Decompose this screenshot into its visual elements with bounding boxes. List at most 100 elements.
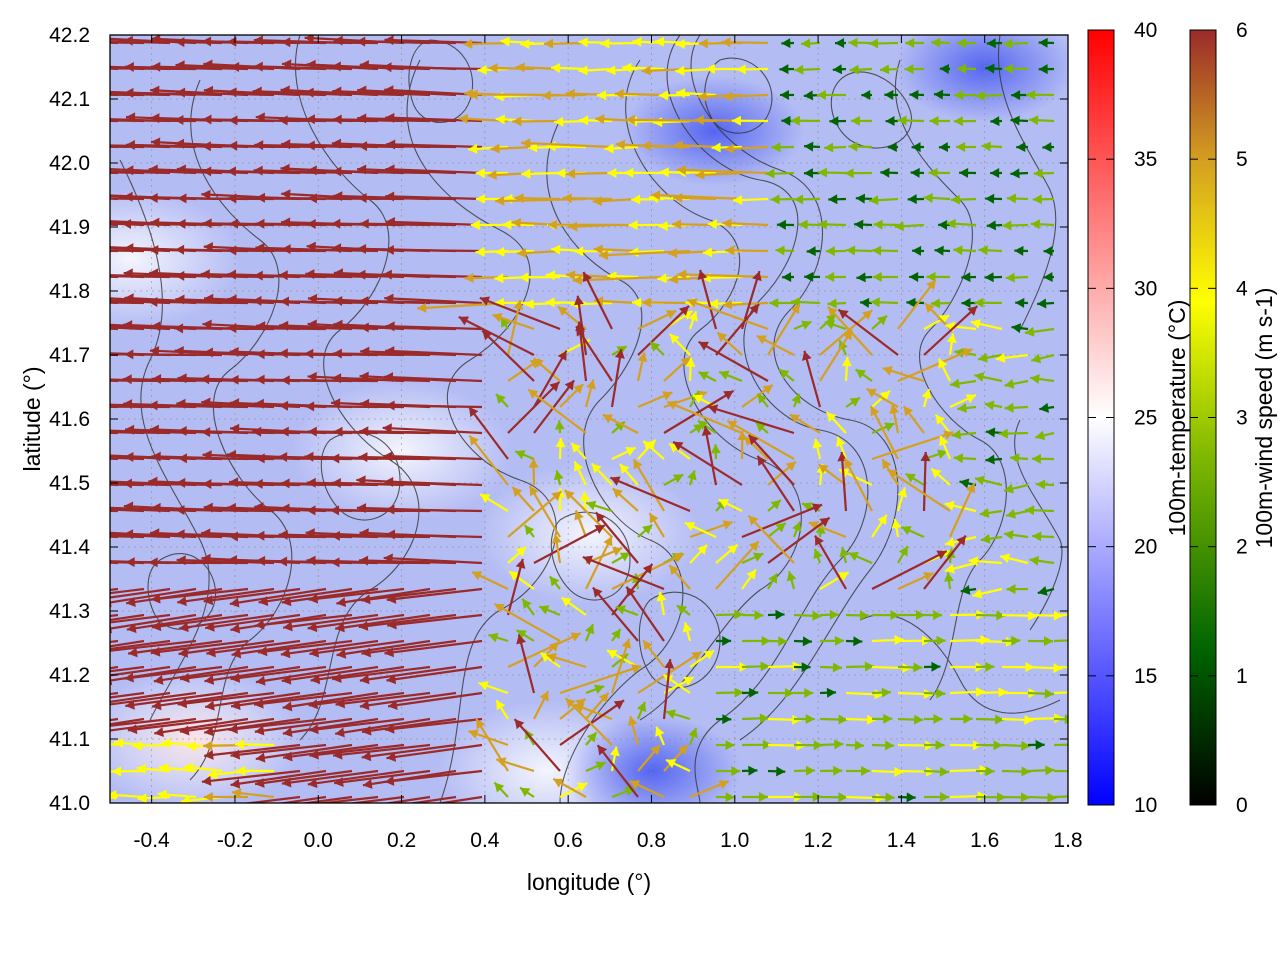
wind-vector (855, 368, 873, 382)
wind-vector (308, 691, 405, 710)
wind-vector (984, 272, 1003, 283)
wind-vector (715, 740, 735, 751)
wind-vector (204, 665, 301, 685)
wind-vector (882, 366, 925, 383)
x-tick-label: 1.8 (1053, 829, 1082, 852)
wind-vector (280, 375, 379, 386)
wind-vector (610, 348, 625, 408)
wind-vector (960, 585, 977, 595)
wind-vector (902, 405, 925, 434)
wind-vector (359, 426, 457, 437)
wind-vector (479, 296, 561, 331)
wind-vector (110, 327, 119, 331)
wind-vector (307, 613, 405, 633)
wind-vector (923, 740, 945, 751)
wind-vector (179, 717, 275, 736)
wind-vector (707, 404, 795, 435)
wind-vector (938, 142, 951, 153)
wind-vector (856, 272, 873, 283)
wind-vector (592, 586, 639, 642)
wind-vector (385, 191, 483, 202)
wind-vector (985, 193, 1003, 204)
wind-vector (585, 761, 607, 773)
wind-vector (990, 116, 1003, 127)
wind-vector (637, 744, 661, 772)
wind-vector (546, 652, 587, 669)
wind-vector (872, 272, 899, 283)
wind-vector (1003, 483, 1029, 494)
wind-vector (493, 781, 509, 798)
wind-vector (637, 523, 653, 538)
wind-vector (110, 717, 171, 727)
wind-vector (574, 246, 613, 257)
x-tick-label: 0.2 (387, 829, 416, 852)
wind-vector (604, 143, 639, 154)
y-axis-ticks: 41.0 41.1 41.2 41.3 41.4 41.5 41.6 41.7 41.8 41.9… (49, 24, 1068, 815)
wind-vector (923, 661, 941, 672)
wind-vector (177, 691, 275, 709)
wind-vector (869, 405, 899, 460)
wind-vector (550, 62, 587, 73)
wind-vector (385, 400, 483, 411)
wind-vector (1005, 272, 1029, 283)
wind-vector (975, 766, 995, 777)
wind-vector (382, 423, 483, 435)
colorbar-tick-label: 40 (1134, 19, 1157, 42)
wind-vector (721, 37, 769, 48)
wind-vector (848, 141, 873, 152)
wind-vector (923, 192, 951, 203)
wind-vector (1033, 168, 1055, 179)
wind-vector (383, 553, 483, 565)
wind-vector (669, 333, 691, 356)
wind-vector (698, 340, 769, 382)
wind-vector (765, 168, 795, 179)
wind-vector (770, 194, 795, 205)
wind-vector (979, 508, 1003, 518)
wind-vector (305, 401, 405, 412)
wind-vector (547, 219, 639, 230)
wind-vector (255, 665, 353, 686)
wind-vector (1029, 555, 1055, 566)
wind-vector (575, 325, 613, 382)
wind-vector (206, 639, 301, 658)
wind-vector (975, 636, 1015, 647)
wind-vector (741, 661, 770, 672)
wind-vector (871, 713, 893, 724)
wind-vector (769, 298, 795, 309)
wind-vector (519, 786, 535, 798)
wind-vector (961, 272, 977, 283)
colorbar-tick-label: 6 (1236, 19, 1248, 42)
wind-vector (384, 717, 483, 734)
wind-vector (110, 249, 145, 253)
wind-vector (900, 525, 925, 539)
wind-vector (637, 309, 677, 330)
wind-vector (336, 639, 431, 659)
wind-vector (923, 713, 943, 724)
wind-vector (685, 357, 696, 382)
wind-vector (386, 743, 483, 762)
wind-vector (741, 765, 758, 776)
wind-vector (600, 38, 639, 49)
wind-vector (850, 115, 873, 126)
wind-vector (236, 765, 275, 776)
wind-vector (1016, 142, 1029, 153)
wind-vector (127, 717, 223, 735)
wind-vector (553, 470, 564, 486)
y-tick-label: 41.3 (49, 600, 90, 623)
wind-vector (331, 373, 431, 384)
wind-vector (229, 587, 327, 608)
wind-vector (928, 167, 951, 178)
wind-vector (573, 460, 587, 486)
wind-vector (845, 661, 875, 672)
wind-vector (110, 587, 171, 599)
wind-vector (813, 548, 823, 564)
colorbar-tick-label: 2 (1236, 536, 1248, 559)
wind-vector (582, 555, 665, 591)
wind-vector (308, 587, 405, 604)
wind-vector (555, 437, 566, 460)
wind-vector (507, 490, 563, 538)
wind-vector (310, 665, 405, 685)
wind-vector (871, 610, 900, 621)
wind-vector (281, 665, 379, 685)
